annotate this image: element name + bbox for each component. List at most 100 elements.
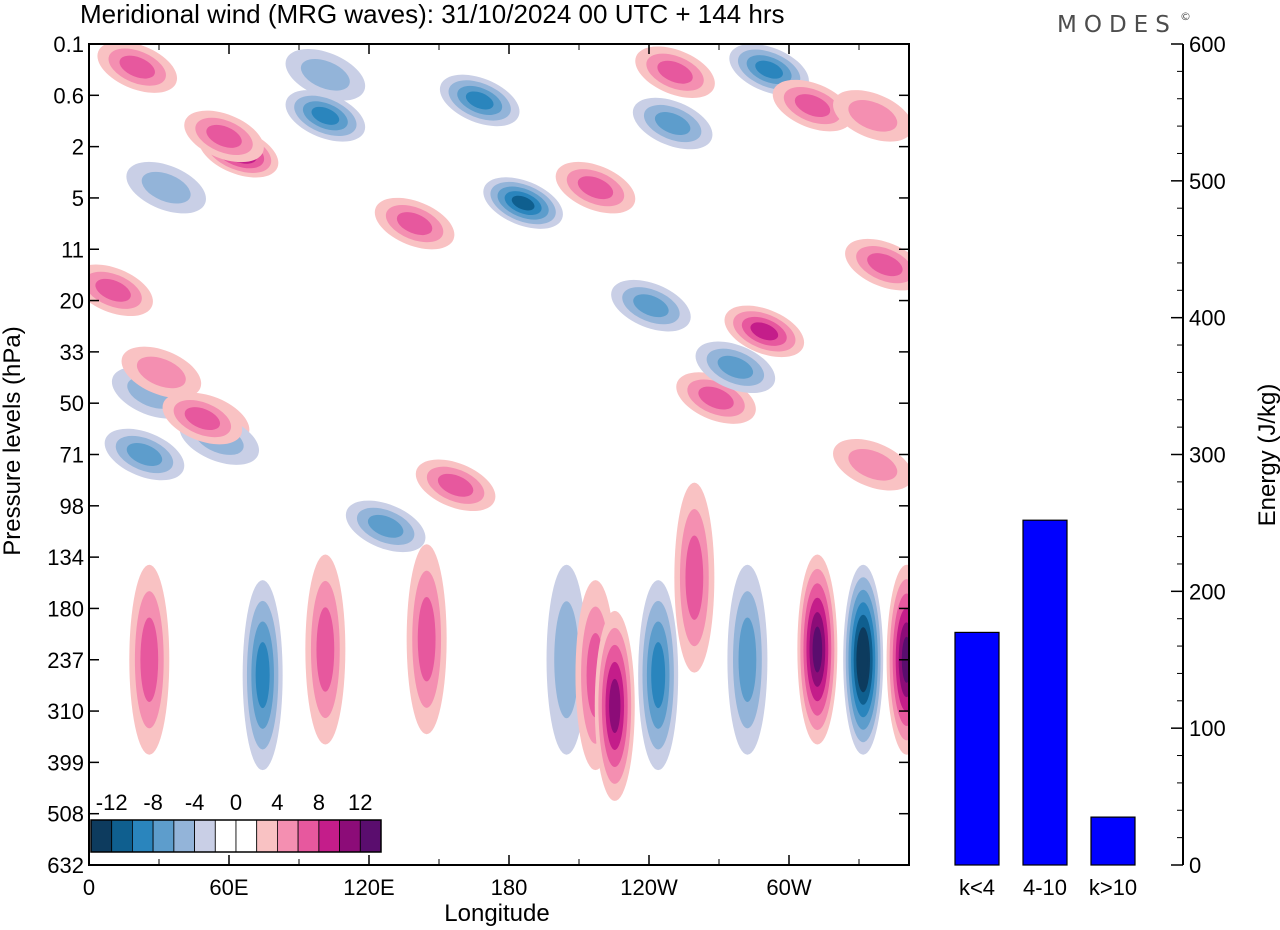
contour-band	[396, 212, 433, 236]
wind-anomaly-37	[638, 580, 679, 771]
contour-band	[577, 176, 614, 200]
contour-band	[750, 322, 779, 341]
energy-tick-label: 400	[1189, 306, 1226, 331]
lon-tick-label: 60E	[209, 875, 248, 900]
wind-anomaly-4	[285, 90, 366, 142]
pressure-tick-label: 237	[47, 648, 84, 673]
energy-bars	[954, 519, 1136, 866]
pressure-ticks: 0.1 0.6 2 5 11 20 33 50 71 98 134 180 237 310 399 508 63…	[47, 32, 909, 878]
colorbar-swatch	[235, 819, 258, 853]
colorbar-swatch	[318, 819, 340, 853]
wind-anomaly-21	[724, 305, 805, 358]
contour-band	[633, 294, 669, 318]
energy-bar-k>10	[1090, 816, 1136, 866]
wind-anomaly-24	[611, 279, 691, 332]
colorbar-swatch	[359, 819, 382, 853]
wind-anomaly-8	[555, 161, 636, 214]
y-axis-label: Pressure levels (hPa)	[0, 326, 26, 555]
colorbar-swatch	[276, 819, 299, 853]
pressure-tick-label: 508	[47, 802, 84, 827]
contour-band	[141, 171, 191, 204]
wind-anomaly-39	[727, 564, 768, 755]
wind-anomaly-14	[845, 238, 909, 291]
lon-tick-label: 120E	[343, 875, 394, 900]
energy-tick-label: 200	[1189, 579, 1226, 604]
energy-tick-label: 500	[1189, 169, 1226, 194]
pressure-tick-label: 0.6	[53, 83, 84, 108]
contour-band	[554, 601, 579, 719]
contour-band	[738, 617, 757, 702]
contour-band	[698, 386, 734, 410]
wind-anomaly-26	[104, 428, 185, 481]
contour-band	[206, 124, 242, 148]
wind-field	[89, 44, 909, 801]
pressure-tick-label: 399	[47, 750, 84, 775]
wind-anomaly-29	[345, 500, 426, 553]
wind-anomaly-3	[285, 49, 366, 101]
colorbar-label: 12	[348, 790, 372, 815]
wind-anomaly-33	[406, 544, 447, 735]
contour-band	[755, 60, 783, 79]
contour-band	[417, 597, 436, 682]
x-axis-label: Longitude	[444, 900, 549, 927]
colorbar-label: -12	[96, 790, 128, 815]
contour-band	[437, 473, 474, 497]
heatmap-panel: 0 60E 120E 180 120W 60W 0.1 0.6 2 5 11 20 33 50 71 98 1…	[0, 32, 910, 927]
colorbar: -12 -8 -4 0 4 8 12	[90, 790, 382, 853]
energy-axis-label: Energy (J/kg)	[1254, 384, 1280, 527]
energy-bar-k<4	[954, 631, 1000, 866]
pressure-tick-label: 20	[60, 289, 84, 314]
contour-band	[794, 94, 831, 118]
pressure-tick-label: 134	[47, 545, 84, 570]
wind-anomaly-5	[439, 74, 520, 127]
colorbar-label: 0	[230, 790, 242, 815]
colorbar-swatch	[90, 819, 113, 853]
pressure-tick-label: 11	[61, 237, 84, 262]
pressure-tick-label: 310	[47, 699, 84, 724]
wind-anomaly-7	[374, 197, 455, 250]
colorbar-swatch	[214, 819, 237, 853]
pressure-tick-label: 71	[60, 443, 84, 468]
wind-anomaly-30	[129, 564, 170, 755]
contour-band	[300, 58, 350, 91]
contour-band	[654, 112, 691, 136]
contour-band	[685, 535, 704, 620]
wind-anomaly-6	[483, 177, 563, 229]
wind-anomaly-11	[632, 97, 713, 150]
wind-anomaly-36	[594, 610, 635, 801]
contour-band	[367, 514, 404, 538]
contour-band	[657, 60, 693, 84]
contour-band	[812, 626, 823, 673]
lon-tick-label: 120W	[620, 875, 678, 900]
wind-anomaly-32	[305, 554, 346, 745]
energy-bar-4-10	[1022, 519, 1068, 866]
wind-anomaly-2	[184, 110, 264, 163]
colorbar-swatch	[339, 819, 361, 853]
wind-anomaly-16	[89, 264, 153, 317]
lon-tick-label: 60W	[766, 875, 811, 900]
contour-band	[848, 448, 898, 481]
wind-anomaly-41	[843, 564, 884, 755]
wind-anomaly-28	[415, 459, 496, 512]
energy-tick-label: 0	[1189, 853, 1201, 878]
energy-ticks: 0 100 200 300 400 500 600	[1171, 32, 1226, 878]
contour-band	[858, 639, 868, 680]
pressure-tick-label: 98	[60, 494, 84, 519]
energy-tick-label: 300	[1189, 443, 1226, 468]
colorbar-swatch	[131, 819, 154, 853]
contour-band	[95, 278, 131, 302]
contour-band	[867, 253, 903, 277]
modes-logo: MODES	[1057, 12, 1177, 38]
contour-band	[126, 443, 163, 466]
wind-anomaly-15	[126, 161, 206, 214]
contour-band	[651, 642, 666, 709]
wavenumber-label: 4-10	[1023, 875, 1067, 900]
contour-band	[316, 607, 335, 692]
colorbar-swatch	[297, 819, 320, 853]
contour-band	[511, 195, 535, 211]
colorbar-label: 4	[271, 790, 283, 815]
contour-band	[609, 678, 621, 734]
colorbar-label: -4	[185, 790, 205, 815]
wind-anomaly-31	[242, 580, 283, 771]
